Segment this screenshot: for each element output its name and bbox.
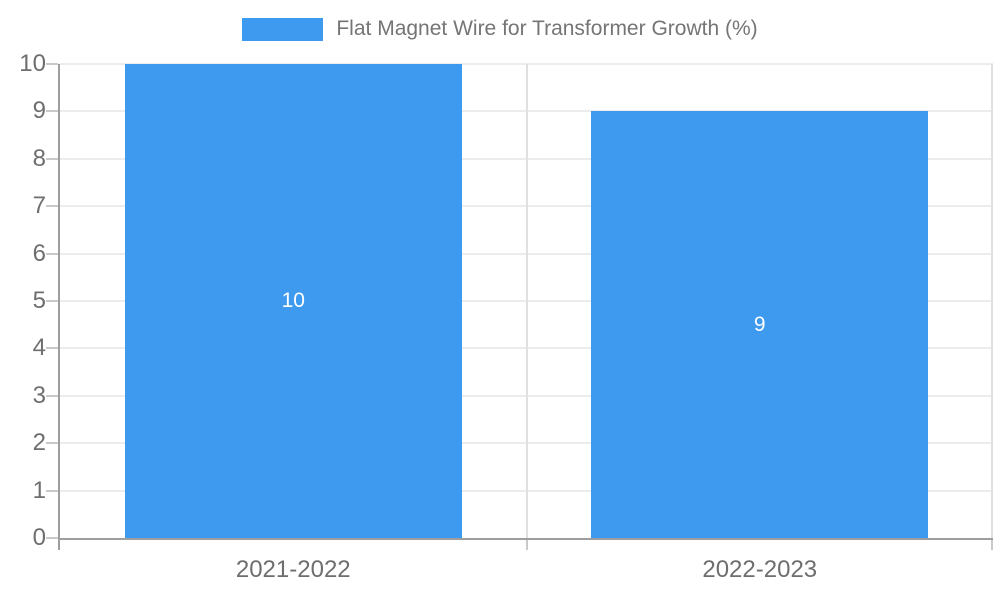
y-axis-tick xyxy=(46,489,58,492)
y-axis-tick xyxy=(46,394,58,397)
y-axis-tick xyxy=(46,205,58,208)
y-tick-label: 8 xyxy=(32,144,46,172)
y-axis-tick xyxy=(46,300,58,302)
y-tick-label: 9 xyxy=(32,97,46,125)
legend-swatch xyxy=(242,17,324,41)
y-tick-label: 5 xyxy=(32,287,46,314)
y-axis-tick xyxy=(46,347,58,350)
y-axis-tick xyxy=(46,442,58,445)
y-axis-tick xyxy=(46,63,58,65)
y-tick-label: 4 xyxy=(32,334,46,362)
bar-value-label: 9 xyxy=(753,312,766,336)
bar-value-label: 10 xyxy=(281,289,305,312)
plot-right-border xyxy=(991,64,993,538)
plot-area: 10 9 xyxy=(46,63,993,550)
y-tick-label: 2 xyxy=(32,429,46,457)
x-tick-label: 2022-2023 xyxy=(702,556,818,583)
x-tick-label: 2021-2022 xyxy=(235,556,351,583)
y-axis-tick xyxy=(46,537,58,539)
category-divider-line xyxy=(525,64,528,538)
x-axis-line xyxy=(58,538,993,540)
y-tick-label: 7 xyxy=(32,192,46,220)
y-tick-label: 1 xyxy=(32,476,46,504)
legend[interactable]: Flat Magnet Wire for Transformer Growth … xyxy=(0,16,1000,42)
bar[interactable]: 10 xyxy=(124,64,462,538)
bar[interactable]: 9 xyxy=(591,111,929,538)
y-tick-label: 3 xyxy=(32,381,46,409)
legend-label: Flat Magnet Wire for Transformer Growth … xyxy=(336,17,758,40)
y-axis-tick xyxy=(46,110,58,113)
y-tick-label: 6 xyxy=(32,239,46,267)
x-axis-tick xyxy=(991,540,993,550)
y-axis-tick xyxy=(46,157,58,160)
y-tick-label: 0 xyxy=(32,524,46,551)
y-tick-label: 10 xyxy=(19,50,46,77)
y-axis-line xyxy=(58,64,60,550)
x-axis-tick xyxy=(525,540,528,550)
y-axis-tick xyxy=(46,252,58,255)
